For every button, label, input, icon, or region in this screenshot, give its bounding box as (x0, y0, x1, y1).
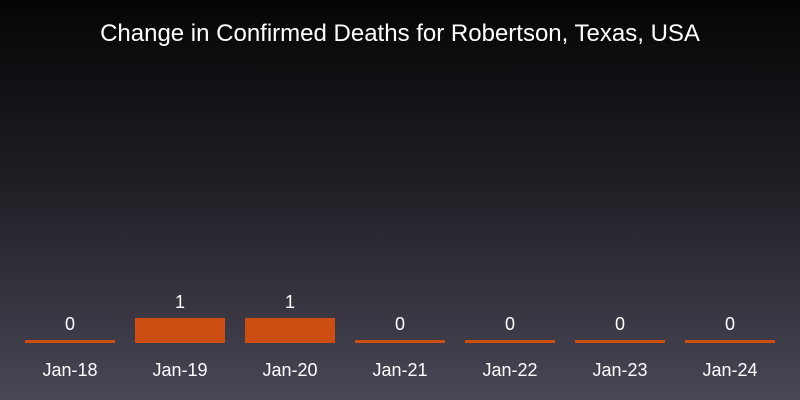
value-label-Jan-19: 1 (175, 292, 185, 312)
bar-Jan-18 (25, 340, 115, 343)
x-tick-label-Jan-20: Jan-20 (262, 360, 317, 380)
value-label-Jan-21: 0 (395, 314, 405, 334)
value-label-Jan-22: 0 (505, 314, 515, 334)
bars-layer (25, 318, 775, 343)
x-tick-label-Jan-18: Jan-18 (42, 360, 97, 380)
x-tick-label-Jan-22: Jan-22 (482, 360, 537, 380)
x-tick-label-Jan-19: Jan-19 (152, 360, 207, 380)
value-labels-layer: 0 1 1 0 0 0 0 (65, 292, 735, 334)
bar-Jan-23 (575, 340, 665, 343)
value-label-Jan-23: 0 (615, 314, 625, 334)
value-label-Jan-20: 1 (285, 292, 295, 312)
value-label-Jan-24: 0 (725, 314, 735, 334)
bar-Jan-20 (245, 318, 335, 343)
bar-Jan-21 (355, 340, 445, 343)
x-tick-label-Jan-24: Jan-24 (702, 360, 757, 380)
chart-title: Change in Confirmed Deaths for Robertson… (100, 20, 700, 47)
value-label-Jan-18: 0 (65, 314, 75, 334)
bar-Jan-19 (135, 318, 225, 343)
x-tick-label-Jan-21: Jan-21 (372, 360, 427, 380)
x-tick-labels: Jan-18 Jan-19 Jan-20 Jan-21 Jan-22 Jan-23 Jan-… (42, 360, 757, 380)
bar-Jan-22 (465, 340, 555, 343)
bar-Jan-24 (685, 340, 775, 343)
x-tick-label-Jan-23: Jan-23 (592, 360, 647, 380)
